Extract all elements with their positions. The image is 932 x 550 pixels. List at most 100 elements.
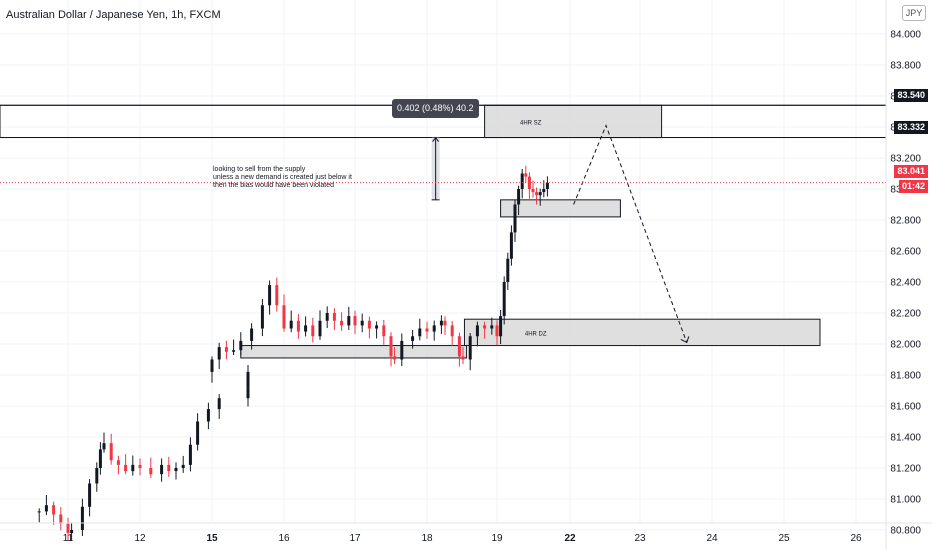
y-tick-label: 84.000 [890,30,921,41]
x-tick-label: 24 [706,533,718,544]
candle-body [483,325,487,329]
candle-body [318,320,322,337]
x-tick-label: 26 [850,533,862,544]
measure-tool [431,136,440,201]
candle-body [502,282,506,317]
candle-body [217,398,221,410]
y-tick-label: 80.800 [890,526,921,537]
trade-annotation[interactable]: looking to sell from the supply unless a… [213,166,352,190]
zone-rect[interactable] [240,345,468,359]
y-tick-label: 83.200 [890,154,921,165]
candle-body [289,320,293,329]
candle-body [400,340,404,360]
x-tick-label: 12 [134,533,146,544]
projection-path [573,124,690,344]
y-tick-label: 81.400 [890,433,921,444]
candle-body [495,325,499,337]
candle-body [450,325,454,337]
candle-body [509,232,513,259]
x-tick-label: 25 [778,533,790,544]
candle-body [102,443,106,450]
zones [240,104,821,359]
x-tick-label: 17 [349,533,361,544]
candle-body [250,328,254,341]
candle-body [260,305,264,329]
zone-rect[interactable] [463,318,821,347]
candle-body [116,460,120,465]
candle-body [80,506,84,530]
candle-body [325,313,329,321]
annotation-line: looking to sell from the supply [213,166,306,173]
candle-body [418,328,422,337]
candle-body [443,320,447,326]
y-tick-label: 82.600 [890,247,921,258]
candle-body [296,320,300,332]
candle-body [246,371,250,388]
candle-body [542,189,546,193]
y-tick-label: 82.200 [890,309,921,320]
y-axis-ticks[interactable]: 84.00083.80083.60083.40083.20083.00082.8… [890,30,921,537]
candle-body [217,347,221,360]
candle-body [520,173,524,189]
x-tick-label: 16 [278,533,290,544]
candle-body [95,468,99,484]
candle-body [425,328,429,332]
candle-body [332,313,336,321]
candle-body [196,421,200,445]
zone-label: 4HR DZ [525,331,547,337]
candle-body [353,316,357,326]
candle-body [138,464,142,468]
candle-body [37,511,41,513]
x-tick-label: 19 [491,533,503,544]
measure-label: 0.402 (0.48%) 40.2 [392,99,479,118]
candle-body [44,505,48,512]
chart-title: Australian Dollar / Japanese Yen, 1h, FX… [6,9,221,21]
candle-body [232,350,236,352]
candle-body [517,189,521,205]
candle-body [375,325,379,329]
candle-body [527,176,531,189]
candle-body [432,325,436,332]
currency-button[interactable]: JPY [902,5,926,21]
x-tick-label: 18 [421,533,433,544]
candle-body [538,192,542,196]
zone-rect[interactable] [484,104,663,139]
grid [0,0,886,531]
candle-body [275,285,279,306]
candle-body [181,464,185,468]
candle-body [88,483,92,507]
candle-body [360,320,364,326]
candle-body [340,320,344,326]
zone-label: 4HR SZ [520,120,542,126]
x-axis-ticks[interactable]: 11 12 15 16 17 18 19 22 23 24 25 26 [63,533,862,544]
y-tick-label: 83.800 [890,61,921,72]
countdown-label: 01:42 [898,180,928,193]
candle-body [389,336,393,357]
candle-body [506,258,510,282]
candles [37,165,549,542]
price-label-current: 83.041 [894,165,928,178]
candle-body [149,468,153,475]
y-tick-label: 82.800 [890,216,921,227]
candle-body [439,320,443,326]
y-tick-label: 81.200 [890,464,921,475]
candle-body [131,464,135,472]
candle-body [475,325,479,337]
projection-line[interactable] [573,124,688,343]
y-tick-label: 81.800 [890,371,921,382]
zone-rect[interactable] [500,199,621,218]
candle-body [461,356,465,360]
candle-body [66,523,70,534]
annotation-line: then the bias would have been violated [213,182,335,189]
projection-arrowhead [680,336,690,344]
y-tick-label: 81.000 [890,495,921,506]
annotation-line: unless a new demand is created just belo… [213,174,352,181]
candle-body [70,530,74,534]
candle-body [206,409,210,422]
candle-body [188,444,192,465]
candle-body [513,204,517,233]
y-tick-label: 81.600 [890,402,921,413]
candle-body [311,325,315,337]
candle-body [382,325,386,337]
